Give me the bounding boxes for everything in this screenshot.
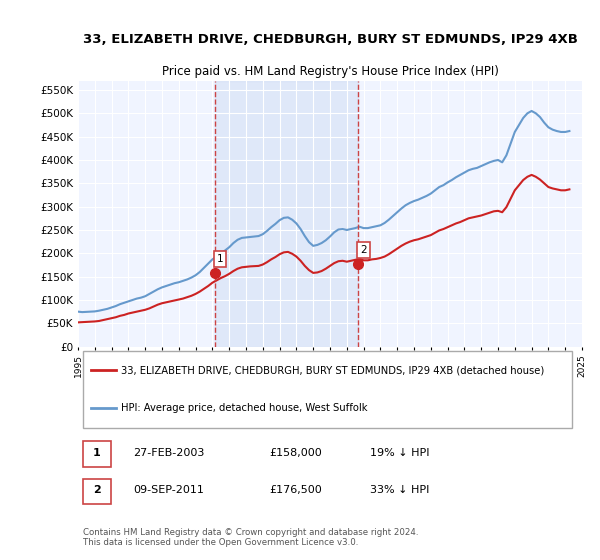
FancyBboxPatch shape xyxy=(83,351,572,427)
Text: 2: 2 xyxy=(93,486,101,495)
Bar xyxy=(215,81,358,347)
Text: 33% ↓ HPI: 33% ↓ HPI xyxy=(370,486,430,495)
Text: 09-SEP-2011: 09-SEP-2011 xyxy=(133,486,205,495)
Text: £176,500: £176,500 xyxy=(269,486,322,495)
Text: £158,000: £158,000 xyxy=(269,448,322,458)
Text: 1: 1 xyxy=(217,254,223,264)
Text: 27-FEB-2003: 27-FEB-2003 xyxy=(133,448,205,458)
Text: Contains HM Land Registry data © Crown copyright and database right 2024.
This d: Contains HM Land Registry data © Crown c… xyxy=(83,528,419,547)
Text: Price paid vs. HM Land Registry's House Price Index (HPI): Price paid vs. HM Land Registry's House … xyxy=(161,65,499,78)
Text: 1: 1 xyxy=(93,448,101,458)
Text: 33, ELIZABETH DRIVE, CHEDBURGH, BURY ST EDMUNDS, IP29 4XB (detached house): 33, ELIZABETH DRIVE, CHEDBURGH, BURY ST … xyxy=(121,366,544,375)
FancyBboxPatch shape xyxy=(83,479,111,505)
Text: 33, ELIZABETH DRIVE, CHEDBURGH, BURY ST EDMUNDS, IP29 4XB: 33, ELIZABETH DRIVE, CHEDBURGH, BURY ST … xyxy=(83,32,577,46)
Text: 19% ↓ HPI: 19% ↓ HPI xyxy=(370,448,430,458)
Text: HPI: Average price, detached house, West Suffolk: HPI: Average price, detached house, West… xyxy=(121,403,367,413)
Text: 2: 2 xyxy=(360,245,367,255)
FancyBboxPatch shape xyxy=(83,441,111,467)
